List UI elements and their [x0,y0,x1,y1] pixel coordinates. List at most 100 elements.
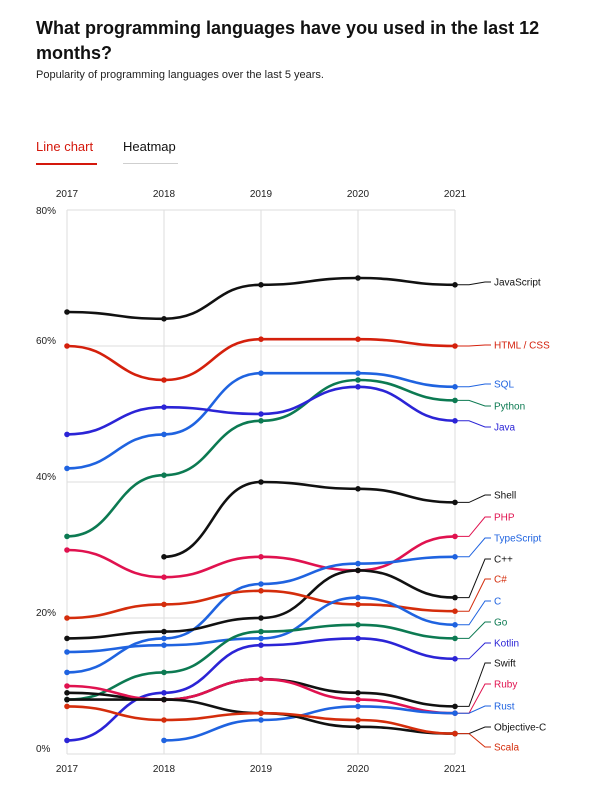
x-tick-label-top: 2020 [347,189,370,200]
series-label: Objective-C [494,723,546,734]
series-label: HTML / CSS [494,341,550,352]
label-connector [455,494,491,503]
y-tick-label: 40% [36,472,56,483]
series-line [162,480,457,559]
data-point [355,567,361,574]
data-point [355,622,361,628]
data-point [355,560,361,567]
data-point [64,737,70,744]
data-point [258,418,264,424]
y-tick-label: 20% [36,608,56,619]
data-point [258,676,264,682]
data-point [161,404,167,411]
data-point [355,703,361,710]
y-tick-label: 0% [36,744,51,755]
series-label: Java [494,423,516,434]
x-tick-label-top: 2018 [153,189,176,200]
data-point [161,642,167,648]
data-point [64,703,70,710]
data-point [355,717,361,723]
data-point [161,717,167,723]
data-point [355,690,361,696]
data-point [64,547,70,553]
data-point [161,696,167,703]
data-point [161,472,167,479]
data-point [64,431,70,438]
data-point [258,554,264,560]
data-point [161,601,167,608]
series-label: SQL [494,380,514,391]
y-tick-label: 80% [36,206,56,217]
data-point [161,737,167,744]
data-point [161,690,167,696]
data-point [161,316,167,322]
data-point [355,635,361,642]
data-point [64,309,70,315]
data-point [258,615,264,621]
tab-line-chart[interactable]: Line chart [36,139,97,165]
series-line [65,378,457,538]
data-point [258,588,264,594]
data-point [355,724,361,730]
data-point [355,275,361,281]
x-tick-label-bottom: 2019 [250,764,273,775]
series-label: C++ [494,555,513,566]
series-line [65,337,457,382]
chart-title: What programming languages have you used… [36,18,540,63]
label-connector [455,383,491,388]
data-point [161,669,167,676]
data-point [258,628,264,635]
label-connector [455,683,491,714]
label-connector [455,344,491,347]
data-point [258,370,264,377]
data-point [258,581,264,587]
data-point [161,554,167,560]
series-label: C [494,597,501,608]
label-connector [455,558,491,599]
data-point [355,486,361,492]
data-point [64,683,70,689]
data-point [64,690,70,696]
series-label: JavaScript [494,278,541,289]
data-point [161,377,167,383]
chart-subtitle: Popularity of programming languages over… [36,69,324,81]
data-point [161,431,167,438]
x-tick-label-bottom: 2020 [347,764,370,775]
data-point [258,411,264,417]
series-label: TypeScript [494,534,541,545]
x-tick-label-bottom: 2017 [56,764,79,775]
label-connector [455,600,491,626]
series-line [65,569,457,640]
series-line [65,637,457,742]
label-connector [455,399,491,407]
x-tick-label-top: 2017 [56,189,79,200]
data-point [64,343,70,349]
label-connector [455,578,491,612]
label-connector [455,726,491,735]
data-point [355,370,361,377]
data-point [258,336,264,343]
tab-heatmap[interactable]: Heatmap [123,139,178,164]
data-point [161,628,167,635]
label-connector [455,662,491,707]
data-point [258,479,264,485]
x-tick-label-top: 2021 [444,189,467,200]
x-tick-label-top: 2019 [250,189,273,200]
data-point [64,635,70,642]
data-point [258,282,264,288]
y-tick-label: 60% [36,336,56,347]
data-point [355,601,361,608]
data-point [355,594,361,601]
data-point [258,710,264,716]
x-tick-label-bottom: 2018 [153,764,176,775]
label-connector [455,420,491,428]
series-label: Kotlin [494,639,519,650]
data-point [64,649,70,655]
series-label: Swift [494,659,516,670]
data-point [355,384,361,390]
series-label: PHP [494,513,515,524]
series-label: Ruby [494,680,517,691]
label-connector [455,516,491,537]
data-point [355,696,361,703]
